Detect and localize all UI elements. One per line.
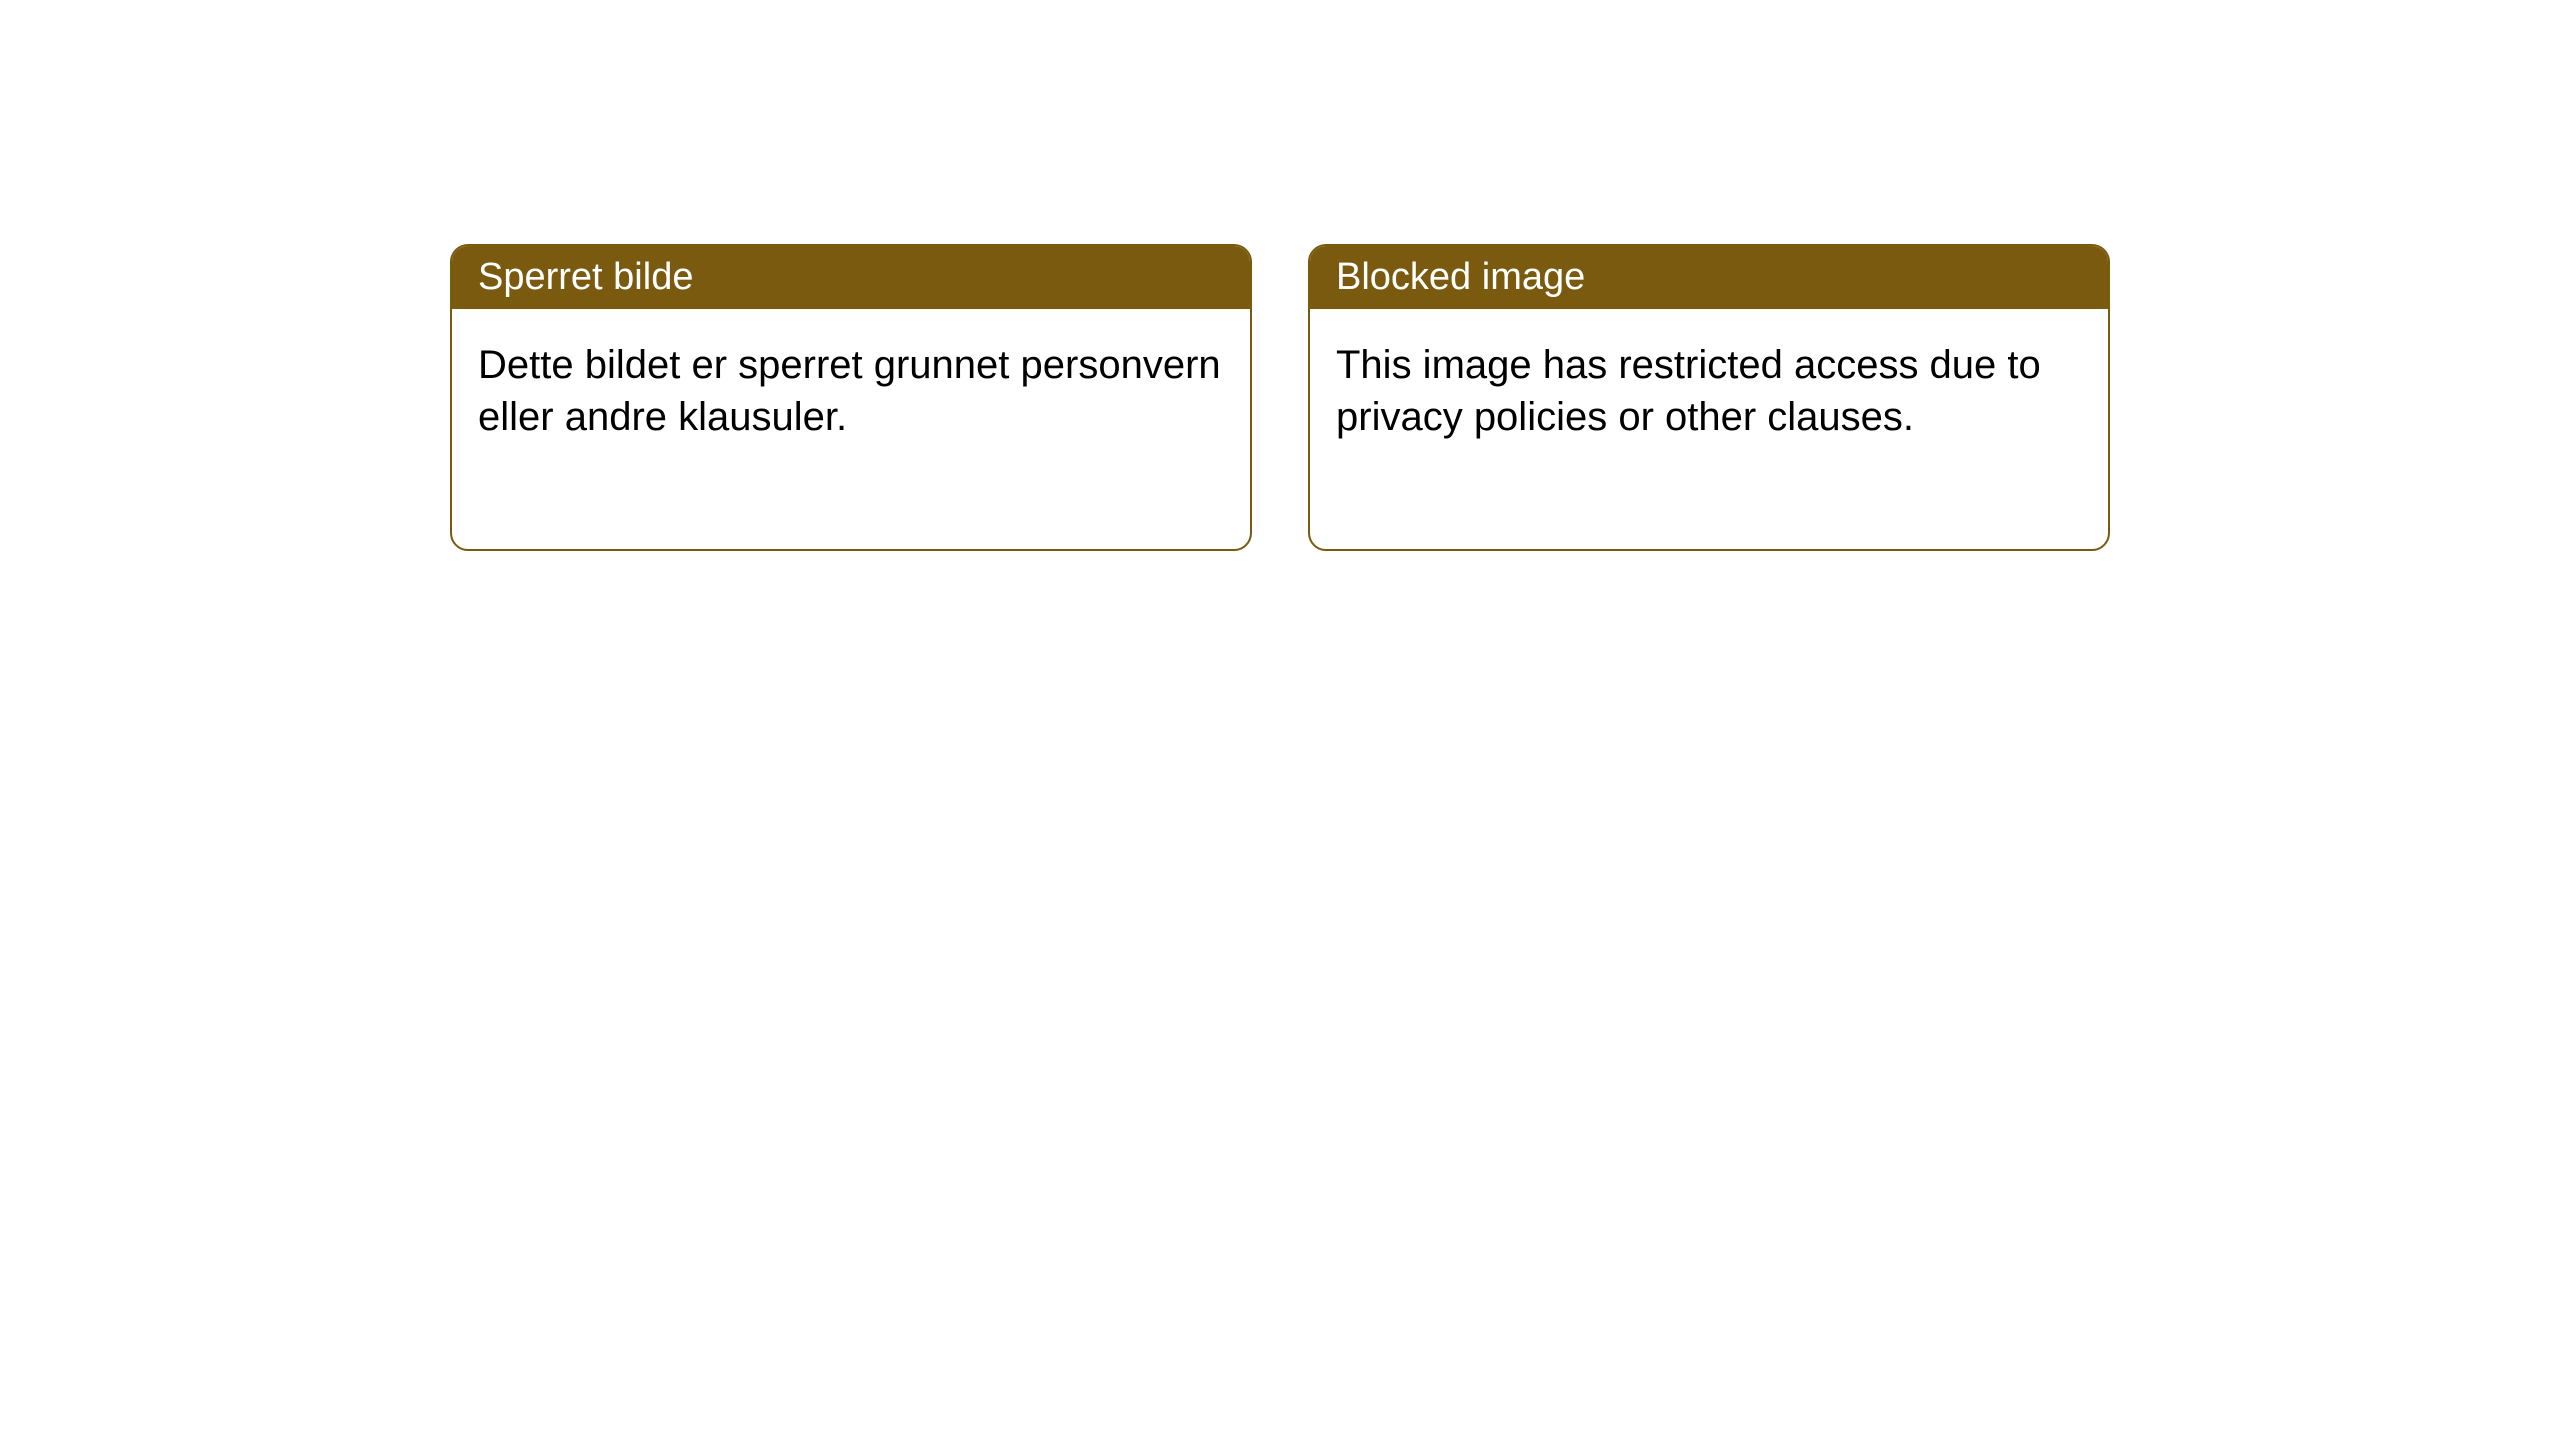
notice-card-english: Blocked image This image has restricted … [1308,244,2110,551]
notice-container: Sperret bilde Dette bildet er sperret gr… [450,244,2110,551]
card-body: This image has restricted access due to … [1310,309,2108,549]
card-body: Dette bildet er sperret grunnet personve… [452,309,1250,549]
notice-card-norwegian: Sperret bilde Dette bildet er sperret gr… [450,244,1252,551]
card-header: Sperret bilde [452,246,1250,309]
card-header: Blocked image [1310,246,2108,309]
